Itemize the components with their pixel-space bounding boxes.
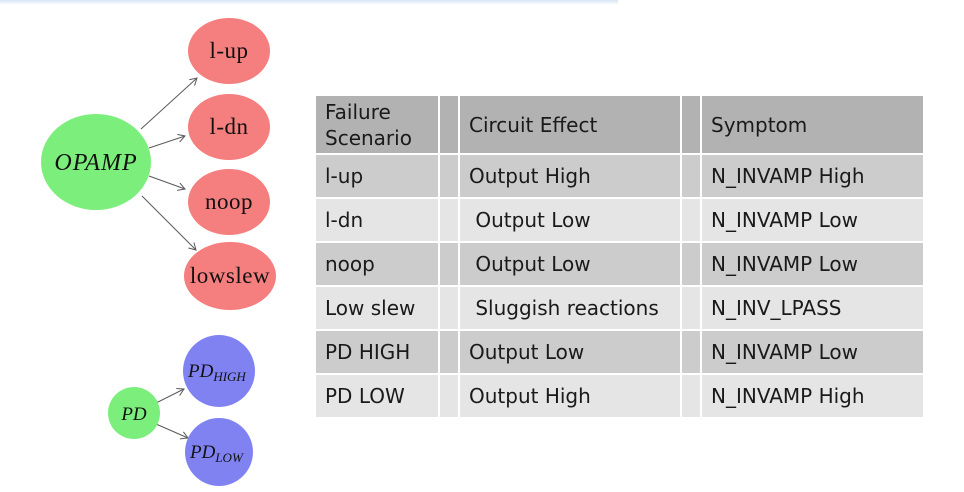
cell-symptom: N_INVAMP High (702, 155, 923, 197)
node-lowslew: lowslew (184, 242, 276, 310)
cell-scenario: l-up (316, 155, 438, 197)
header-spacer-2 (682, 96, 700, 153)
table-row: l-up Output High N_INVAMP High (316, 155, 923, 197)
cell-spacer (440, 199, 458, 241)
cell-symptom: N_INVAMP Low (702, 199, 923, 241)
node-opamp-shape (41, 114, 151, 210)
table-row: Low slew Sluggish reactions N_INV_LPASS (316, 287, 923, 329)
node-l-up-shape (188, 18, 270, 84)
node-l-up-label: l-up (209, 38, 248, 63)
cell-spacer (440, 287, 458, 329)
cell-effect: Output Low (460, 199, 680, 241)
node-l-dn-shape (188, 94, 270, 160)
node-pd-low-shape (185, 418, 253, 486)
node-l-up: l-up (188, 18, 270, 84)
cell-spacer (682, 199, 700, 241)
cell-scenario: l-dn (316, 199, 438, 241)
edge-opamp-noop (148, 175, 185, 189)
edge-pd-pdlow (155, 423, 188, 438)
node-pd-high-label: PDHIGH (187, 361, 246, 384)
node-pd-high-shape (183, 335, 255, 407)
node-lowslew-label: lowslew (190, 263, 270, 288)
cell-spacer (682, 331, 700, 373)
cell-spacer (682, 287, 700, 329)
cell-effect: Output High (460, 155, 680, 197)
cell-symptom: N_INVAMP Low (702, 243, 923, 285)
cell-spacer (440, 155, 458, 197)
cell-symptom: N_INVAMP Low (702, 331, 923, 373)
table-row: PD HIGH Output Low N_INVAMP Low (316, 331, 923, 373)
node-opamp: OPAMP (41, 114, 151, 210)
window-top-edge-strip (0, 0, 618, 5)
cell-spacer (440, 243, 458, 285)
table-row: noop Output Low N_INVAMP Low (316, 243, 923, 285)
cell-spacer (440, 375, 458, 417)
cell-effect: Output High (460, 375, 680, 417)
cell-spacer (682, 375, 700, 417)
node-lowslew-shape (184, 242, 276, 310)
edge-pd-pdhigh (155, 389, 184, 404)
failure-scenario-table: Failure Scenario Circuit Effect Symptom … (314, 94, 925, 419)
cell-effect: Output Low (460, 243, 680, 285)
node-pd: PD (108, 387, 160, 439)
cell-scenario: PD LOW (316, 375, 438, 417)
cell-effect: Output Low (460, 331, 680, 373)
node-pd-label: PD (120, 404, 147, 425)
fault-tree-diagram: OPAMP l-up l-dn noop lowslew PD PDHIGH P… (41, 18, 276, 486)
table-header-row: Failure Scenario Circuit Effect Symptom (316, 96, 923, 153)
node-pd-low-label: PDLOW (189, 442, 244, 465)
cell-spacer (682, 155, 700, 197)
header-symptom: Symptom (702, 96, 923, 153)
node-noop-shape (188, 169, 270, 235)
edge-opamp-ldn (148, 136, 185, 149)
node-noop-label: noop (205, 189, 253, 214)
node-l-dn-label: l-dn (209, 114, 248, 139)
table-row: PD LOW Output High N_INVAMP High (316, 375, 923, 417)
header-circuit-effect: Circuit Effect (460, 96, 680, 153)
node-pd-low: PDLOW (185, 418, 253, 486)
cell-spacer (682, 243, 700, 285)
node-noop: noop (188, 169, 270, 235)
header-failure-scenario: Failure Scenario (316, 96, 438, 153)
node-opamp-label: OPAMP (54, 150, 137, 176)
cell-effect: Sluggish reactions (460, 287, 680, 329)
cell-symptom: N_INV_LPASS (702, 287, 923, 329)
edge-opamp-lowslew (141, 195, 196, 250)
header-spacer-1 (440, 96, 458, 153)
cell-scenario: noop (316, 243, 438, 285)
node-pd-shape (108, 387, 160, 439)
node-pd-high: PDHIGH (183, 335, 255, 407)
edge-opamp-lup (140, 78, 197, 130)
cell-symptom: N_INVAMP High (702, 375, 923, 417)
cell-scenario: Low slew (316, 287, 438, 329)
cell-spacer (440, 331, 458, 373)
cell-scenario: PD HIGH (316, 331, 438, 373)
table-row: l-dn Output Low N_INVAMP Low (316, 199, 923, 241)
node-l-dn: l-dn (188, 94, 270, 160)
